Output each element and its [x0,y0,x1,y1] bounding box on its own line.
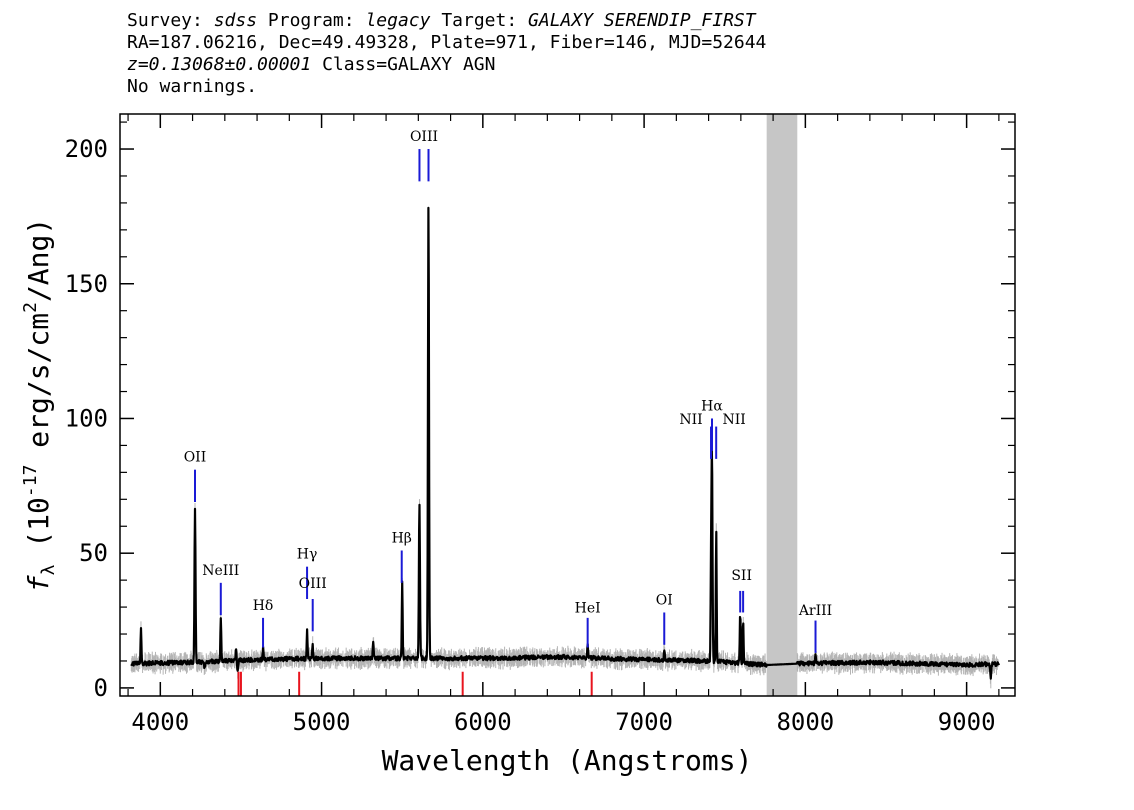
emission-line-label: SII [731,568,752,584]
emission-line-label: ArIII [798,603,832,619]
plot-frame [119,113,1016,697]
emission-line-label: HeI [575,600,601,616]
emission-line-label: OIII [410,129,438,145]
survey-value: sdss [213,10,258,31]
spectrum-header: Survey: sdss Program: legacy Target: GAL… [127,10,766,98]
header-line-survey: Survey: sdss Program: legacy Target: GAL… [127,10,766,32]
y-tick-label: 0 [94,674,108,702]
masked-region [766,114,798,696]
emission-line-label: NII [679,412,702,428]
x-tick-label: 6000 [454,708,512,736]
emission-line-label: Hβ [392,530,412,546]
emission-line-label: NII [723,412,746,428]
y-tick-label: 200 [65,135,108,163]
emission-line-label: Hα [701,398,723,414]
x-tick-label: 7000 [615,708,673,736]
y-tick-label: 150 [65,270,108,298]
x-tick-label: 5000 [293,708,351,736]
survey-label: Survey: [127,10,203,31]
redshift-value: z=0.13068±0.00001 [127,54,312,75]
svg-text:fλ (10-17 erg/s/cm2/Ang): fλ (10-17 erg/s/cm2/Ang) [20,218,59,593]
x-tick-label: 9000 [938,708,996,736]
header-line-redshift: z=0.13068±0.00001 Class=GALAXY AGN [127,54,766,76]
axis-ticks: 4000 5000 6000 7000 8000 9000 0 50 100 150 200 [65,114,1015,736]
spectrum-line [130,206,1000,680]
target-value: GALAXY SERENDIP_FIRST [528,10,756,31]
y-axis-title: fλ (10-17 erg/s/cm2/Ang) [20,218,59,593]
program-value: legacy [365,10,431,31]
class-value: Class=GALAXY AGN [322,54,496,75]
target-label: Target: [441,10,518,31]
x-axis-title: Wavelength (Angstroms) [382,744,753,777]
emission-line-label: Hγ [297,547,318,563]
emission-line-label: OII [184,450,207,466]
header-line-coordinates: RA=187.06216, Dec=49.49328, Plate=971, F… [127,32,767,53]
y-tick-label: 50 [79,539,108,567]
error-band [130,278,999,689]
y-tick-label: 100 [65,404,108,432]
x-tick-label: 8000 [776,708,834,736]
emission-line-label: Hδ [253,598,274,614]
emission-line-label: NeIII [202,563,239,579]
emission-line-label: OI [656,592,673,608]
x-tick-label: 4000 [131,708,189,736]
header-line-warnings: No warnings. [127,76,258,97]
program-label: Program: [267,10,355,31]
emission-line-label: OIII [299,576,327,592]
